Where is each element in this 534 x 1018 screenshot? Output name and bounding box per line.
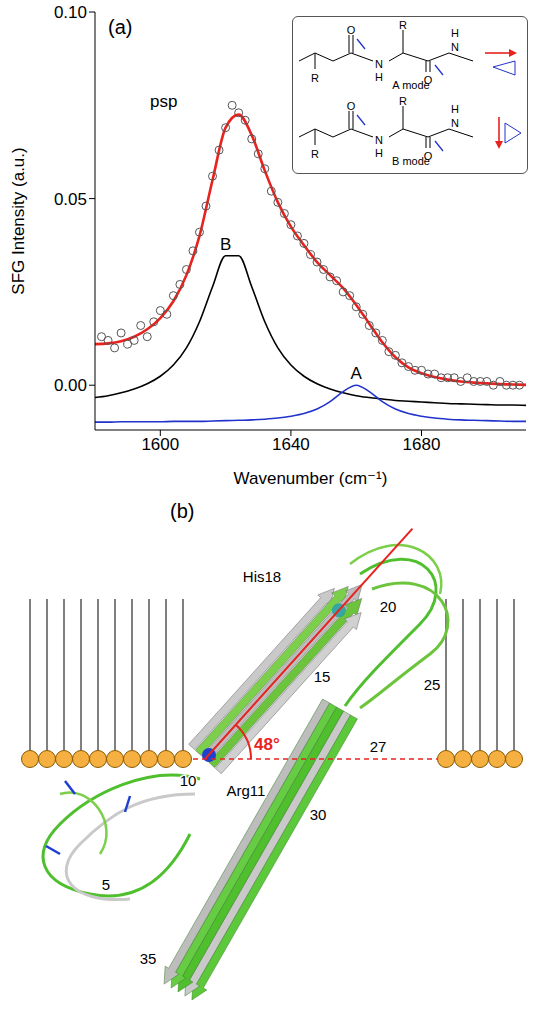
- html-text:psp: psp: [150, 92, 178, 111]
- svg-text:O: O: [347, 24, 356, 36]
- svg-text:His18: His18: [243, 568, 281, 585]
- svg-text:1600: 1600: [141, 435, 179, 454]
- svg-text:N: N: [451, 41, 459, 53]
- svg-text:R: R: [399, 95, 407, 107]
- svg-text:27: 27: [370, 738, 387, 755]
- svg-text:Arg11: Arg11: [227, 782, 266, 799]
- svg-text:R: R: [399, 19, 407, 31]
- svg-text:0.10: 0.10: [54, 3, 87, 22]
- html-text:(a): (a): [108, 16, 133, 38]
- svg-text:35: 35: [140, 950, 157, 967]
- svg-text:30: 30: [310, 806, 327, 823]
- svg-text:0.05: 0.05: [54, 190, 87, 209]
- svg-text:H: H: [451, 27, 459, 39]
- svg-text:N: N: [375, 58, 383, 70]
- svg-text:R: R: [311, 148, 319, 160]
- svg-text:N: N: [451, 117, 459, 129]
- svg-text:H: H: [375, 71, 383, 83]
- svg-text:5: 5: [102, 876, 110, 893]
- svg-text:Wavenumber (cm⁻¹): Wavenumber (cm⁻¹): [234, 469, 388, 488]
- svg-text:48°: 48°: [254, 735, 280, 754]
- svg-text:N: N: [375, 134, 383, 146]
- svg-text:1680: 1680: [403, 435, 441, 454]
- svg-text:H: H: [451, 103, 459, 115]
- svg-text:SFG Intensity (a.u.): SFG Intensity (a.u.): [9, 147, 28, 294]
- svg-text:(b): (b): [170, 500, 194, 522]
- svg-text:H: H: [375, 147, 383, 159]
- svg-text:R: R: [311, 72, 319, 84]
- svg-text:1640: 1640: [272, 435, 310, 454]
- svg-text:15: 15: [314, 668, 331, 685]
- svg-text:A: A: [351, 364, 363, 383]
- svg-text:B mode: B mode: [392, 155, 430, 167]
- svg-text:25: 25: [424, 676, 441, 693]
- svg-text:20: 20: [380, 598, 397, 615]
- svg-text:10: 10: [180, 772, 197, 789]
- svg-text:0.00: 0.00: [54, 376, 87, 395]
- svg-text:B: B: [220, 235, 231, 254]
- svg-text:O: O: [347, 100, 356, 112]
- svg-text:A mode: A mode: [392, 79, 429, 91]
